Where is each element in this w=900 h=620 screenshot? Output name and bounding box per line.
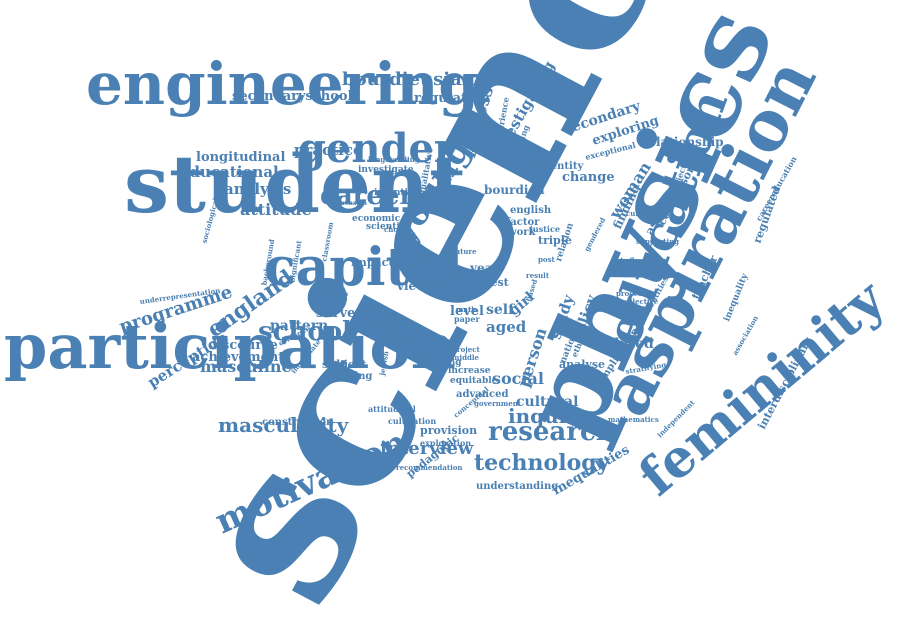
word-project: project	[452, 345, 480, 355]
word-economic: economic	[352, 213, 401, 224]
word-intention: intention	[374, 187, 421, 198]
word-view: view	[397, 279, 427, 294]
word-achievement: achievement	[192, 350, 285, 366]
word-engineering: engineering	[86, 50, 479, 119]
word-relationship: relationship	[642, 135, 724, 150]
word-equitable: equitable	[450, 375, 498, 386]
word-longstanding: longstanding	[368, 155, 420, 165]
word-inquiry: inquiry	[508, 403, 589, 428]
word-math: math	[456, 305, 477, 315]
word-impact: impact	[351, 255, 394, 269]
word-government: government	[474, 399, 522, 409]
word-understanding: understanding	[476, 480, 559, 492]
word-interview: interview	[380, 438, 474, 460]
word-provision: provision	[420, 423, 478, 437]
word-aged: aged	[486, 317, 527, 336]
word-future: future	[452, 247, 477, 257]
word-influence: influence	[620, 256, 662, 267]
word-school: school	[258, 316, 352, 347]
word-analyse: analyse	[559, 357, 606, 371]
word-more: more	[394, 330, 444, 351]
word-factor: factor	[506, 216, 540, 228]
word-cultural: cultural	[516, 393, 579, 410]
word-identity: identity	[540, 160, 584, 172]
word-triple: triple	[538, 233, 572, 247]
word-scientist: scientist	[366, 221, 410, 232]
word-stem: stem	[356, 311, 416, 338]
word-research: research	[488, 416, 615, 447]
word-analysis: analysis	[224, 179, 292, 198]
word-pattern: pattern	[270, 317, 329, 334]
word-paper: paper	[454, 314, 480, 325]
word-equity: equity	[432, 284, 460, 295]
word-discourse: discourse	[208, 338, 278, 354]
word-middle: middle	[452, 353, 479, 363]
word-supporting: supporting	[636, 237, 680, 247]
word-year: year	[470, 261, 499, 276]
word-student: student	[124, 137, 467, 232]
word-change: change	[562, 170, 615, 186]
word-practice: practice	[294, 140, 363, 159]
word-capital: capital	[264, 237, 463, 299]
word-regulation: regulation	[414, 91, 491, 107]
word-survey: survey	[316, 306, 363, 322]
word-secondaryschool: secondaryschool	[232, 89, 353, 105]
word-work: work	[508, 226, 536, 238]
word-crest: crest	[478, 275, 509, 289]
word-justice: justice	[530, 224, 560, 235]
word-cultivating: cultivating	[626, 209, 669, 219]
word-post: post	[538, 255, 555, 265]
word-result: result	[526, 271, 550, 281]
word-association: association	[730, 314, 761, 358]
word-masculine: masculine	[200, 356, 292, 376]
word-educational: educational	[180, 162, 279, 181]
word-investigate: investigate	[358, 164, 414, 175]
word-dimension: dimension	[332, 200, 368, 208]
word-masculinity: masculinity	[218, 412, 349, 437]
word-bourdieusian: bourdieusian	[342, 69, 475, 91]
word-increase: increase	[448, 365, 491, 376]
word-english: english	[510, 204, 552, 216]
word-gender: gender	[298, 125, 455, 173]
word-attitude: attitude	[240, 199, 312, 219]
word-process: process	[616, 289, 646, 299]
word-attitudinal: attitudinal	[368, 404, 416, 415]
word-recommendation: recommendation	[396, 463, 463, 473]
word-selective: selective	[624, 297, 659, 307]
word-exploration: exploration	[420, 438, 472, 449]
word-self: self	[486, 301, 515, 318]
word-cultivation: cultivation	[388, 416, 437, 427]
word-participation: participation	[4, 310, 456, 384]
word-advanced: advanced	[456, 388, 509, 400]
word-choice: choice	[384, 225, 410, 235]
word-mathematics: mathematics	[608, 415, 659, 425]
word-level: level	[450, 304, 484, 320]
word-subject: subject	[322, 357, 367, 371]
word-social: social	[492, 368, 544, 388]
word-choosing: choosing	[322, 370, 373, 382]
word-technology: technology	[474, 449, 610, 476]
word-related: related	[598, 335, 654, 352]
word-longitudinal: longitudinal	[196, 150, 286, 166]
word-briefing: briefing	[422, 357, 462, 368]
word-construction: construction	[262, 416, 334, 428]
word-career: career	[320, 180, 414, 211]
word-bourdieu: bourdieu	[484, 183, 545, 198]
